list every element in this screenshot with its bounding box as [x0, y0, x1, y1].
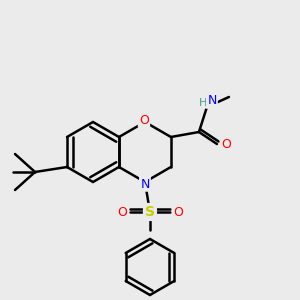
Text: O: O: [173, 206, 183, 218]
Text: O: O: [139, 113, 149, 127]
Text: N: N: [207, 94, 217, 107]
Text: O: O: [117, 206, 127, 218]
Text: N: N: [140, 178, 150, 190]
Text: H: H: [199, 98, 207, 108]
Text: S: S: [145, 205, 155, 219]
Text: O: O: [221, 139, 231, 152]
